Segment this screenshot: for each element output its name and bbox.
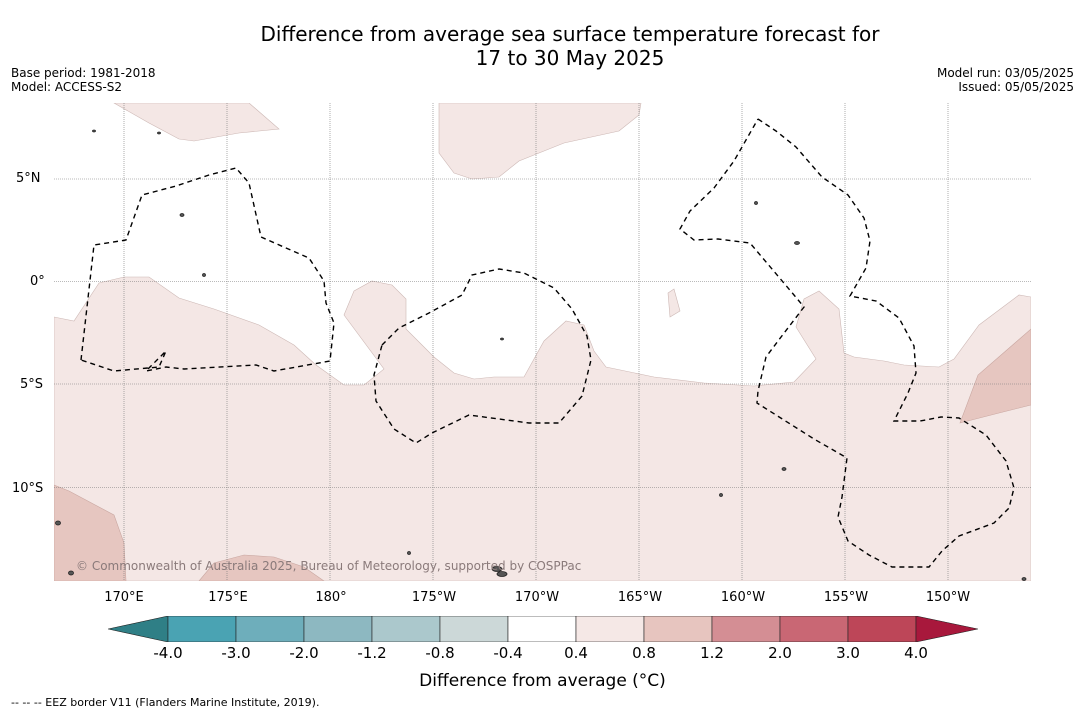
colorbar-segment <box>711 615 781 643</box>
colorbar-tick-label: -3.0 <box>221 644 251 662</box>
colorbar-segment <box>303 615 373 643</box>
eez-borders <box>80 118 1015 568</box>
colorbar-tick-label: -0.8 <box>425 644 455 662</box>
lon-label-160w: 160°W <box>720 590 766 605</box>
colorbar <box>107 615 979 643</box>
lat-label-5n: 5°N <box>16 171 41 186</box>
lon-label-170e: 170°E <box>104 590 144 605</box>
colorbar-label: Difference from average (°C) <box>419 671 666 691</box>
anomaly-region-light <box>54 103 1031 581</box>
anomaly-region-mid <box>54 328 1031 581</box>
sst-anomaly-map <box>54 103 1031 581</box>
graticule-lines <box>54 103 1031 581</box>
colorbar-tick-label: -2.0 <box>289 644 319 662</box>
colorbar-segment <box>235 615 305 643</box>
title-line-1: Difference from average sea surface temp… <box>260 22 880 46</box>
lat-label-10s: 10°S <box>12 481 44 496</box>
colorbar-segment <box>847 615 917 643</box>
base-period: Base period: 1981-2018 <box>11 66 156 80</box>
colorbar-segment <box>575 615 645 643</box>
lat-label-5s: 5°S <box>20 377 44 392</box>
colorbar-segment <box>643 615 713 643</box>
map-title: Difference from average sea surface temp… <box>0 22 1085 70</box>
colorbar-segment <box>507 615 577 643</box>
eez-legend-note: -- -- -- EEZ border V11 (Flanders Marine… <box>11 696 320 709</box>
colorbar-tick-label: 0.8 <box>632 644 656 662</box>
lon-label-175w: 175°W <box>411 590 457 605</box>
colorbar-segment <box>167 615 237 643</box>
model-run: Model run: 03/05/2025 <box>936 66 1074 80</box>
meta-right: Model run: 03/05/2025 Issued: 05/05/2025 <box>937 66 1074 94</box>
copyright-notice: © Commonwealth of Australia 2025, Bureau… <box>76 559 582 573</box>
colorbar-tick-label: 4.0 <box>904 644 928 662</box>
lon-label-170w: 170°W <box>514 590 560 605</box>
colorbar-segment <box>439 615 509 643</box>
colorbar-tick-label: 1.2 <box>700 644 724 662</box>
model-name: Model: ACCESS-S2 <box>11 80 123 94</box>
lon-label-175e: 175°E <box>208 590 248 605</box>
land-islands <box>55 129 1027 581</box>
lon-label-150w: 150°W <box>925 590 971 605</box>
issued-date: Issued: 05/05/2025 <box>958 80 1074 94</box>
colorbar-segment <box>779 615 849 643</box>
lat-label-0: 0° <box>30 274 45 289</box>
lon-label-180: 180° <box>315 590 347 605</box>
lon-label-155w: 155°W <box>823 590 869 605</box>
colorbar-extend-high <box>915 615 979 643</box>
colorbar-tick-label: -1.2 <box>357 644 387 662</box>
title-line-2: 17 to 30 May 2025 <box>475 46 665 70</box>
colorbar-tick-label: 3.0 <box>836 644 860 662</box>
meta-left: Base period: 1981-2018 Model: ACCESS-S2 <box>11 66 156 94</box>
colorbar-segment <box>371 615 441 643</box>
colorbar-tick-label: 0.4 <box>564 644 588 662</box>
colorbar-tick-label: -4.0 <box>153 644 183 662</box>
colorbar-tick-label: 2.0 <box>768 644 792 662</box>
colorbar-extend-low <box>107 615 169 643</box>
colorbar-tick-label: -0.4 <box>493 644 523 662</box>
lon-label-165w: 165°W <box>617 590 663 605</box>
